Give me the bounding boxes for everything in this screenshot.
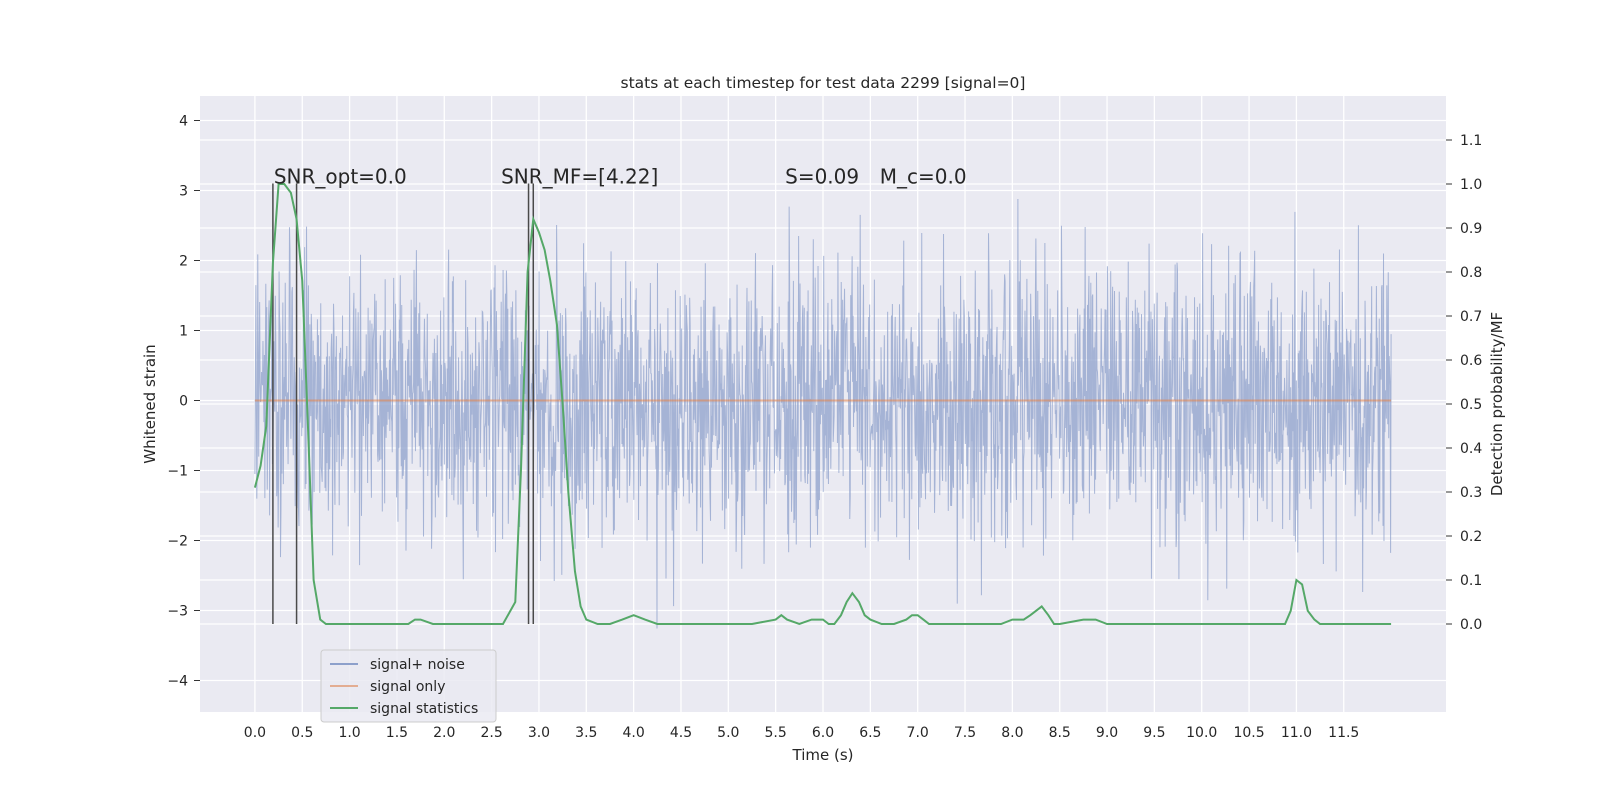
x-tick-label: 10.5 (1233, 725, 1264, 741)
y2-tick-label: 0.6 (1460, 353, 1482, 369)
y-tick-label: −1 (167, 464, 188, 480)
annotation-text: S=0.09 (785, 165, 859, 189)
y2-axis-ticks: 0.0 0.1 0.2 0.3 0.4 0.5 0.6 0.7 0.8 0.9 1.0 1.1 (1446, 133, 1482, 633)
legend-label-signal-noise: signal+ noise (370, 657, 465, 673)
x-tick-label: 9.0 (1096, 725, 1118, 741)
x-axis-label: Time (s) (792, 746, 854, 764)
y2-tick-label: 0.8 (1460, 265, 1482, 281)
y2-tick-label: 1.0 (1460, 177, 1482, 193)
legend-label-signal-statistics: signal statistics (370, 701, 478, 717)
x-tick-label: 6.0 (812, 725, 834, 741)
y-tick-label: −4 (167, 674, 188, 690)
x-tick-label: 4.0 (623, 725, 645, 741)
x-tick-label: 8.0 (1001, 725, 1023, 741)
y2-tick-label: 0.7 (1460, 309, 1482, 325)
x-tick-label: 2.5 (480, 725, 502, 741)
signal-statistics-line (253, 183, 1392, 626)
y-tick-label: −3 (167, 604, 188, 620)
legend: signal+ noise signal only signal statist… (320, 649, 497, 723)
y2-tick-label: 0.9 (1460, 221, 1482, 237)
y2-tick-label: 0.1 (1460, 573, 1482, 589)
x-tick-label: 10.0 (1186, 725, 1217, 741)
y-tick-label: 4 (179, 114, 188, 130)
x-tick-label: 2.0 (433, 725, 455, 741)
x-tick-label: 9.5 (1143, 725, 1165, 741)
series-signal-noise (254, 198, 1392, 629)
annotation-text: M_c=0.0 (880, 165, 967, 189)
x-tick-label: 7.0 (907, 725, 929, 741)
x-tick-label: 5.5 (765, 725, 787, 741)
y2-tick-label: 0.2 (1460, 529, 1482, 545)
y-tick-label: 0 (179, 394, 188, 410)
legend-label-signal-only: signal only (370, 679, 445, 695)
x-tick-label: 0.5 (291, 725, 313, 741)
y-axis-ticks: −4 −3 −2 −1 0 1 2 3 4 (167, 114, 200, 690)
x-tick-label: 7.5 (954, 725, 976, 741)
y2-tick-label: 0.5 (1460, 397, 1482, 413)
y2-tick-label: 0.0 (1460, 617, 1482, 633)
annotations: SNR_opt=0.0 SNR_MF=[4.22] S=0.09 M_c=0.0 (274, 165, 967, 189)
x-tick-label: 0.0 (244, 725, 266, 741)
annotation-text: SNR_MF=[4.22] (501, 165, 658, 189)
x-tick-label: 1.0 (338, 725, 360, 741)
series-signal-statistics (253, 183, 1392, 626)
x-tick-label: 3.0 (528, 725, 550, 741)
x-tick-label: 1.5 (386, 725, 408, 741)
y-tick-label: 3 (179, 184, 188, 200)
x-tick-label: 4.5 (670, 725, 692, 741)
chart-title: stats at each timestep for test data 229… (621, 74, 1026, 92)
x-tick-label: 8.5 (1049, 725, 1071, 741)
x-tick-label: 5.0 (717, 725, 739, 741)
y2-tick-label: 1.1 (1460, 133, 1482, 149)
noise-trace-line (254, 198, 1392, 629)
x-tick-label: 3.5 (575, 725, 597, 741)
x-tick-label: 6.5 (859, 725, 881, 741)
y-tick-label: 1 (179, 324, 188, 340)
x-axis-ticks: 0.0 0.5 1.0 1.5 2.0 2.5 3.0 3.5 4.0 4.5 5.0 5.5 6.0 6… (244, 725, 1360, 741)
y2-tick-label: 0.3 (1460, 485, 1482, 501)
x-tick-label: 11.5 (1328, 725, 1359, 741)
y-tick-label: 2 (179, 254, 188, 270)
y-tick-label: −2 (167, 534, 188, 550)
legend-box (320, 649, 497, 723)
y2-axis-label: Detection probability/MF (1488, 312, 1506, 496)
y-axis-label: Whitened strain (141, 344, 159, 463)
y2-tick-label: 0.4 (1460, 441, 1482, 457)
x-tick-label: 11.0 (1281, 725, 1312, 741)
annotation-text: SNR_opt=0.0 (274, 165, 407, 189)
